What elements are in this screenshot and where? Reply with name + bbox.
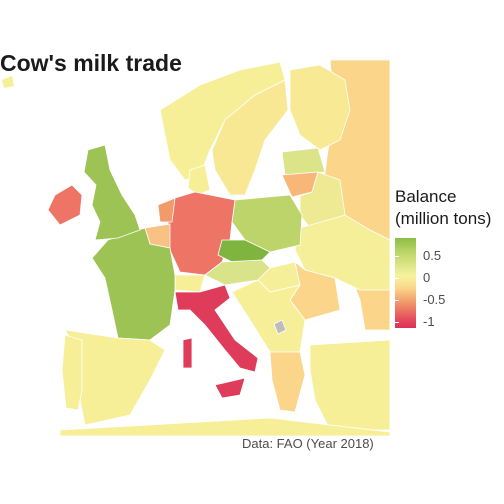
land-iceland [2,76,14,88]
country-denmark [187,164,211,196]
country-poland [231,194,303,253]
country-italy-sardinia [182,337,193,369]
country-turkey [309,339,391,431]
legend-tick: -1 [423,314,435,329]
legend-colorbar [395,238,416,328]
country-finland [289,64,351,151]
country-switzerland [174,274,206,293]
country-italy-sicily [214,377,246,399]
country-ireland [47,184,83,226]
country-portugal [61,334,83,411]
country-kosovo [273,319,287,335]
legend-tick: -0.5 [423,292,446,307]
country-netherlands [157,197,176,223]
legend-title: Balance (million tons) [395,187,492,228]
legend-tick: 0.5 [423,248,442,263]
legend-tick: 0 [423,270,431,285]
country-ukraine [294,214,391,291]
country-sweden [211,79,289,196]
country-greece [269,351,306,413]
legend: Balance (million tons) 0.5 0 -0.5 -1 [395,186,503,329]
data-source-caption: Data: FAO (Year 2018) [242,436,374,451]
country-italy [174,284,259,373]
land-north-africa [59,417,391,437]
country-france [91,227,176,341]
map-title: Cow's milk trade [0,50,182,76]
country-balkans [231,279,306,353]
country-united-kingdom [83,144,141,241]
country-baltics [281,147,326,176]
